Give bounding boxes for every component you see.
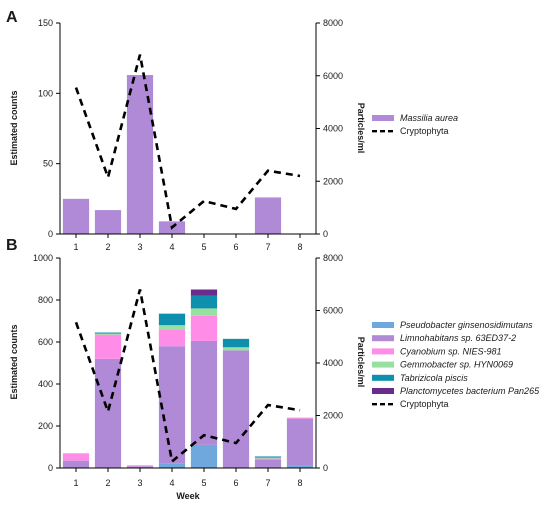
panel-label: B [6,237,18,254]
x-tick-label: 2 [105,242,110,252]
legend-label: Limnohabitans sp. 63ED37-2 [400,333,516,343]
y2-tick-label: 8000 [323,18,343,28]
y-axis-title: Estimated counts [9,90,19,165]
bar-b-s0-week-4 [158,463,186,468]
y2-tick-label: 2000 [323,176,343,186]
legend-swatch [372,361,394,368]
x-tick-label: 8 [297,478,302,488]
bar-b-s0-week-5 [190,444,218,468]
bar-b-s1-week-8 [286,418,314,466]
y2-tick-label: 2000 [323,411,343,421]
x-tick-label: 7 [265,242,270,252]
y2-tick-label: 6000 [323,71,343,81]
bar-b-s2-week-4 [158,329,186,347]
chart-panel-b: B 0 200 400 600 800 1000 0 2000 4000 6000 8000 1 2 3 4 5… [6,237,540,501]
bar-b-s2-week-8 [286,417,314,419]
legend-label: Gemmobacter sp. HYN0069 [400,360,513,370]
x-tick-label: 4 [169,242,174,252]
x-tick-label: 4 [169,478,174,488]
legend: Pseudobacter ginsenosidimutans Limnohabit… [372,320,540,409]
x-tick-label: 6 [233,478,238,488]
y2-axis-title: Particles/ml [356,337,366,388]
y-tick-label: 0 [48,229,53,239]
legend-swatch [372,388,394,394]
legend-label: Cyanobium sp. NIES-981 [400,346,502,356]
bar-b-s1-week-5 [190,340,218,445]
x-tick-label: 1 [73,242,78,252]
panel-label: A [6,9,18,26]
y-axis-title: Estimated counts [9,324,19,399]
bar-b-s2-week-1 [62,453,90,461]
y-tick-label: 600 [38,337,53,347]
legend-label: Massilia aurea [400,113,458,123]
bar-group [62,289,314,468]
chart-panel-a: A 0 50 100 150 0 2000 4000 6000 8000 1 2 3 4 5 6 7 8 Estim… [6,9,458,252]
bar-b-s1-week-7 [254,459,282,467]
y-tick-label: 50 [43,159,53,169]
x-tick-label: 2 [105,478,110,488]
bar-group [62,75,282,235]
y-tick-label: 200 [38,421,53,431]
y-tick-label: 100 [38,88,53,98]
y-tick-label: 150 [38,18,53,28]
bar-b-s3-week-5 [190,308,218,316]
bar-b-s4-week-2 [94,332,122,334]
bar-b-s4-week-5 [190,295,218,309]
x-tick-label: 6 [233,242,238,252]
legend: Massilia aurea Cryptophyta [372,113,458,136]
legend-label: Pseudobacter ginsenosidimutans [400,320,533,330]
y-tick-label: 1000 [33,253,53,263]
bar-b-s5-week-5 [190,289,218,296]
y-tick-label: 800 [38,295,53,305]
legend-label: Planctomycetes bacterium Pan265 [400,386,540,396]
bar-b-s1-week-1 [62,460,90,468]
bar-b-s0-week-8 [286,465,314,468]
legend-label: Tabrizicola piscis [400,373,468,383]
legend-swatch [372,335,394,342]
y-tick-label: 400 [38,379,53,389]
x-tick-label: 5 [201,242,206,252]
y-tick-label: 0 [48,463,53,473]
bar-b-s2-week-2 [94,334,122,359]
bar-b-s2-week-7 [254,458,282,460]
bar-b-s1-week-2 [94,358,122,468]
x-tick-label: 1 [73,478,78,488]
x-axis-title: Week [176,491,200,501]
bar-a-s0-week-2 [94,210,122,234]
y2-tick-label: 4000 [323,358,343,368]
legend-swatch [372,348,394,355]
bar-b-s1-week-6 [222,350,250,468]
y2-tick-label: 0 [323,463,328,473]
bar-b-s0-week-7 [254,466,282,468]
legend-swatch [372,374,394,381]
y2-tick-label: 6000 [323,306,343,316]
bar-b-s2-week-3 [126,465,154,467]
bar-b-s4-week-4 [158,313,186,326]
bar-b-s3-week-7 [254,457,282,459]
legend-swatch [372,115,394,121]
legend-swatch [372,322,394,328]
bar-b-s4-week-6 [222,338,250,348]
bar-b-s1-week-4 [158,346,186,464]
bar-b-s1-week-3 [126,466,154,468]
x-tick-label: 8 [297,242,302,252]
bar-a-s0-week-1 [62,198,90,234]
y2-tick-label: 0 [323,229,328,239]
legend-label: Cryptophyta [400,126,449,136]
bar-b-s3-week-2 [94,333,122,335]
x-tick-label: 3 [137,242,142,252]
y2-tick-label: 4000 [323,124,343,134]
x-tick-label: 7 [265,478,270,488]
bar-a-s0-week-7 [254,197,282,234]
y2-tick-label: 8000 [323,253,343,263]
bar-b-s2-week-5 [190,315,218,341]
y2-axis-title: Particles/ml [356,103,366,154]
legend-label: Cryptophyta [400,399,449,409]
x-tick-label: 3 [137,478,142,488]
bar-b-s3-week-6 [222,347,250,351]
x-tick-label: 5 [201,478,206,488]
bar-b-s4-week-7 [254,456,282,458]
bar-b-s3-week-4 [158,325,186,330]
